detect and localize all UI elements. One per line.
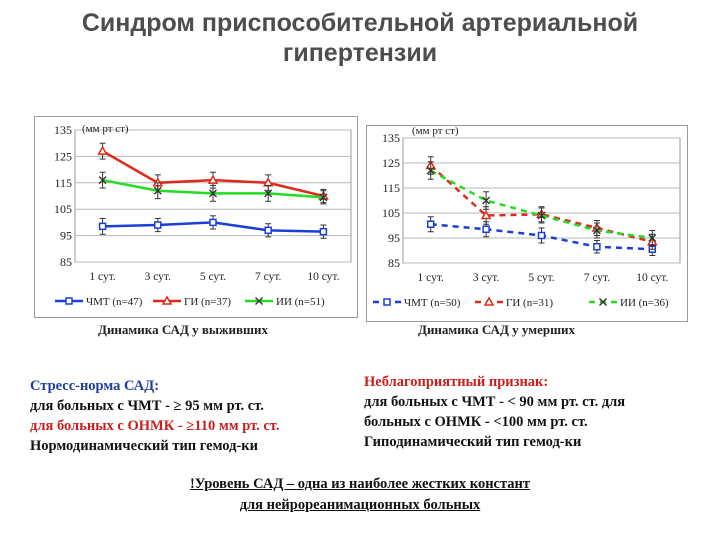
chart-1-point-2-4	[262, 177, 274, 187]
chart-1-x-tick-label: 3 сут.	[145, 271, 171, 283]
chart-2-point-3-4	[592, 226, 601, 235]
chart-1-x-tick-label: 10 сут.	[307, 271, 339, 283]
unfavorable-type: Гиподинамический тип гемод-ки	[364, 434, 582, 450]
chart-1-legend-marker-3	[255, 297, 263, 305]
chart-2-plot-area	[402, 137, 681, 264]
chart-2-legend-marker-1	[383, 298, 391, 306]
chart-2-point-1-4	[593, 243, 601, 251]
chart-1-point-3-5	[319, 193, 328, 202]
chart-2-point-3-3	[537, 211, 546, 220]
stress-norm-block: Стресс-норма САД: для больных с ЧМТ - ≥ …	[30, 376, 279, 456]
chart-1-legend-label-3: ИИ (n=51)	[276, 296, 325, 308]
title-line-1: Синдром приспособительной артериальной	[81, 9, 639, 37]
chart-deceased: 85 95 105 115 125 135 (мм рт ст) 1 сут. 3 сут. 5 …	[366, 125, 688, 322]
chart-1-legend-label-1: ЧМТ (n=47)	[86, 296, 143, 308]
chart-1-y-tick-label: 125	[54, 149, 72, 163]
chart-2-legend-marker-3	[599, 298, 607, 306]
chart-2-point-1-2	[482, 225, 490, 233]
chart-survivors: 85 95 105 115 125 135 (мм рт ст) 1 сут. 3 сут. 5 …	[34, 116, 358, 318]
chart-2-y-tick-label: 95	[388, 231, 400, 245]
unfavorable-sign-block: Неблагоприятный признак: для больных с Ч…	[364, 372, 625, 452]
chart-1-point-2-3	[207, 174, 219, 184]
bottom-note: !Уровень САД – одна из наиболее жестких …	[150, 474, 570, 516]
chart-1-x-tick-label: 5 сут.	[200, 271, 226, 283]
chart-2-legend-label-1: ЧМТ (n=50)	[404, 297, 461, 309]
chart-2-point-3-2	[482, 196, 491, 205]
chart-2-point-2-2	[480, 209, 492, 220]
stress-norm-type: Нормодинамический тип гемод-ки	[30, 438, 259, 454]
chart-2-y-tick-label: 105	[382, 206, 400, 220]
bottom-note-line-2: для нейрореанимационных больных	[239, 497, 481, 513]
chart-1-point-1-5	[319, 227, 328, 236]
chart-1-point-1-3	[209, 218, 217, 227]
chart-2-point-3-5	[648, 234, 657, 242]
chart-1-point-2-1	[97, 145, 108, 155]
chart-1-point-3-4	[264, 189, 273, 198]
chart-1-y-tick-label: 85	[60, 255, 72, 269]
chart-2-y-tick-label: 125	[382, 156, 400, 170]
chart-survivors-svg: 85 95 105 115 125 135 (мм рт ст) 1 сут. 3 сут. 5 …	[54, 123, 352, 308]
chart-1-x-tick-label: 7 сут.	[255, 271, 281, 283]
chart-deceased-svg: 85 95 105 115 125 135 (мм рт ст) 1 сут. 3 сут. 5 …	[373, 125, 681, 309]
chart-2-unit-label: (мм рт ст)	[412, 126, 459, 137]
chart-1-point-1-4	[264, 226, 272, 235]
chart-2-y-tick-label: 115	[382, 181, 400, 195]
unfavorable-tbi: для больных с ЧМТ - < 90 мм рт. ст. для	[364, 394, 626, 410]
chart-1-y-tick-label: 115	[54, 176, 72, 190]
chart-1-y-tick-label: 95	[60, 229, 72, 243]
chart-2-legend-label-2: ГИ (n=31)	[506, 297, 553, 309]
chart-1-y-tick-label: 135	[54, 123, 72, 137]
chart-2-legend-marker-2	[483, 296, 495, 306]
chart-1-point-1-1	[98, 222, 107, 231]
chart-deceased-caption: Динамика САД у умерших	[418, 322, 576, 337]
chart-2-x-tick-label: 1 сут.	[418, 272, 444, 284]
chart-2-legend-label-3: ИИ (n=36)	[620, 297, 669, 309]
chart-2-series-line-2	[429, 164, 653, 243]
stress-norm-tbi: для больных с ЧМТ - ≥ 95 мм рт. ст.	[30, 398, 264, 414]
chart-survivors-caption: Динамика САД у выживших	[98, 322, 268, 337]
chart-2-x-tick-label: 3 сут.	[473, 272, 499, 284]
chart-2-point-1-3	[537, 231, 546, 240]
chart-2-x-tick-label: 7 сут.	[584, 272, 610, 284]
chart-2-y-tick-label: 135	[382, 131, 400, 145]
chart-1-legend-marker-2	[161, 295, 173, 305]
chart-2-y-tick-label: 85	[388, 256, 400, 270]
chart-1-point-3-3	[209, 189, 217, 198]
chart-2-point-1-1	[426, 220, 435, 228]
chart-2-point-3-1	[426, 166, 435, 175]
chart-1-point-3-2	[153, 186, 162, 195]
unfavorable-heading: Неблагоприятный признак:	[364, 374, 549, 390]
bottom-note-line-1: !Уровень САД – одна из наиболее жестких …	[189, 476, 531, 492]
chart-1-unit-label: (мм рт ст)	[82, 123, 129, 135]
slide-title: Синдром приспособительной артериальной г…	[0, 8, 720, 68]
title-line-2: гипертензии	[282, 39, 438, 67]
chart-1-point-1-2	[154, 221, 162, 229]
stress-norm-heading: Стресс-норма САД:	[30, 378, 160, 394]
chart-1-x-tick-label: 1 сут.	[89, 271, 115, 283]
chart-1-legend-marker-1	[65, 297, 73, 305]
unfavorable-stroke: больных с ОНМК - <100 мм рт. ст.	[364, 414, 588, 430]
chart-1-point-3-1	[98, 176, 107, 185]
chart-1-y-tick-label: 105	[54, 202, 72, 216]
stress-norm-stroke: для больных с ОНМК - ≥110 мм рт. ст.	[30, 418, 280, 434]
chart-1-legend-label-2: ГИ (n=37)	[184, 296, 231, 308]
chart-2-x-tick-label: 10 сут.	[636, 272, 668, 284]
chart-2-x-tick-label: 5 сут.	[528, 272, 554, 284]
